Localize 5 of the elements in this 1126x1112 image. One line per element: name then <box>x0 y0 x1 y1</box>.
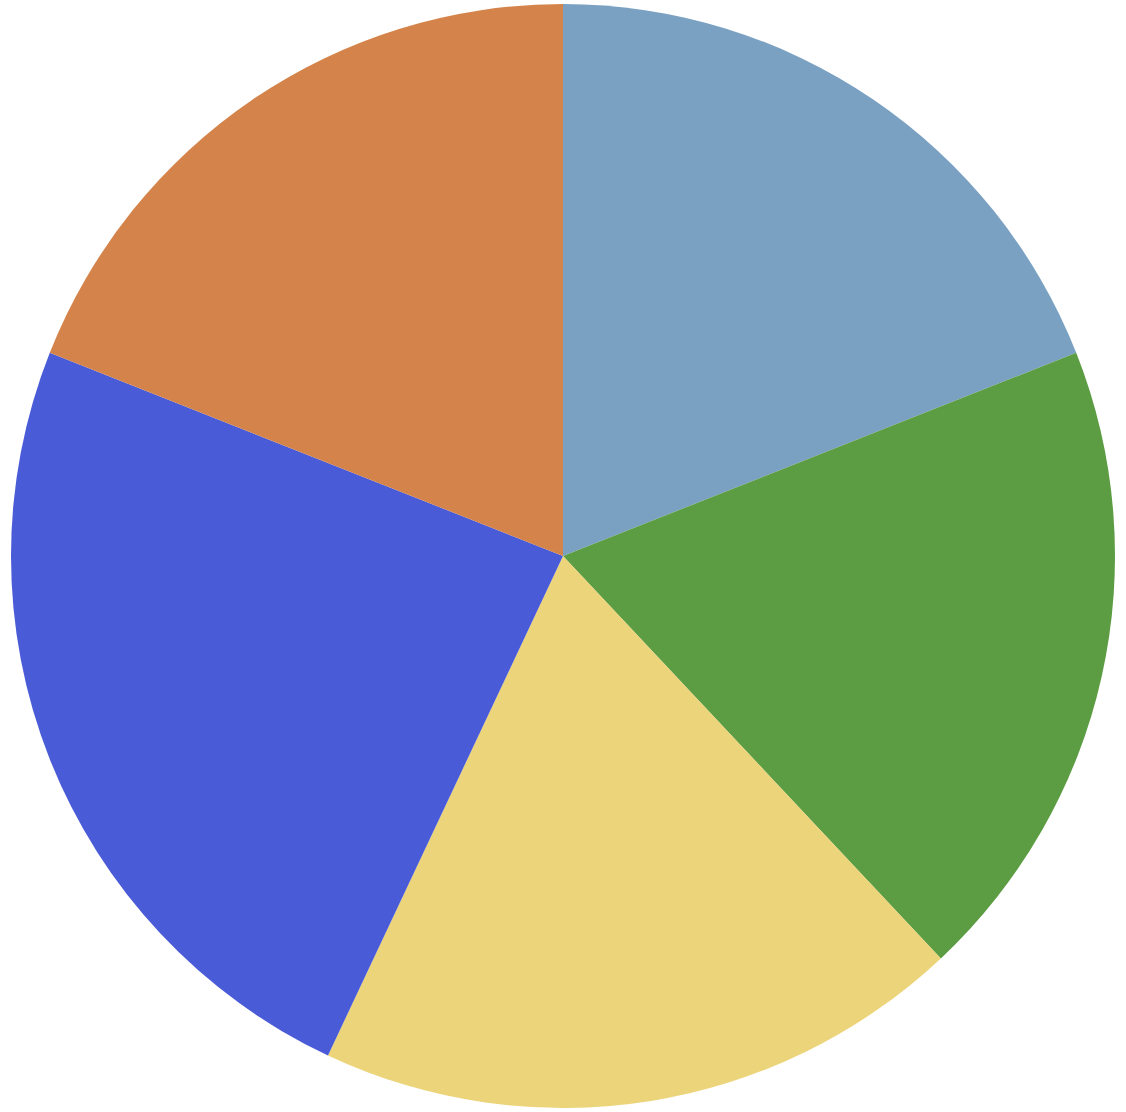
pie-slice <box>327 556 941 1108</box>
pie-slice <box>563 352 1115 959</box>
pie-slice <box>49 4 563 556</box>
pie-slice <box>563 4 1077 556</box>
pie-slice <box>11 352 563 1056</box>
